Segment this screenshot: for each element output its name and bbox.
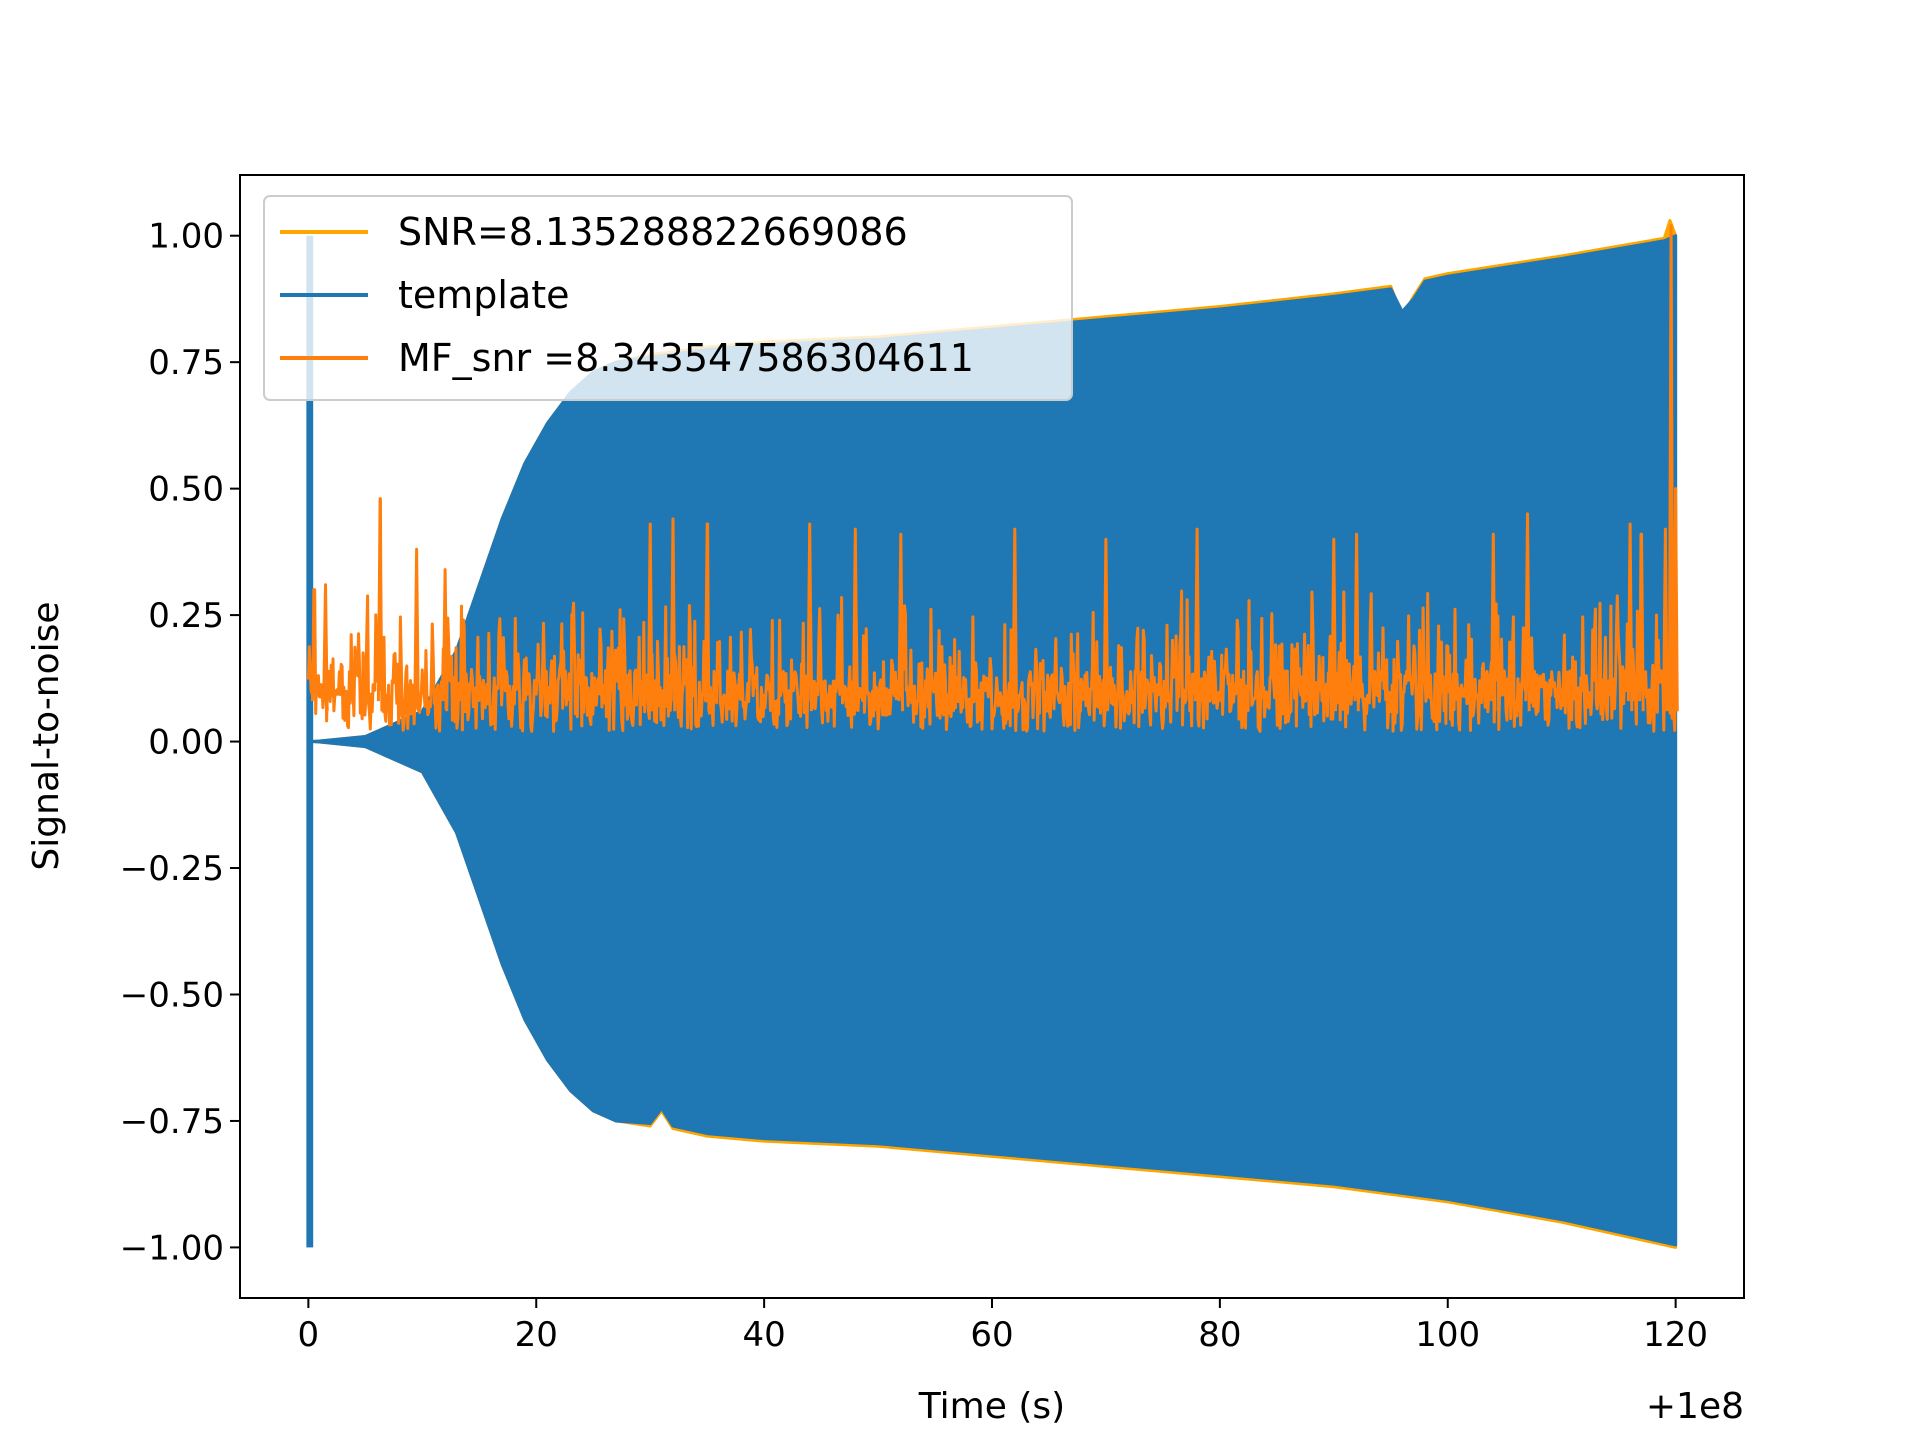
x-axis-offset-label: +1e8 bbox=[1646, 1386, 1744, 1427]
y-tick-label: −0.75 bbox=[120, 1102, 224, 1142]
legend-label: MF_snr =8.343547586304611 bbox=[398, 336, 974, 380]
x-tick-label: 40 bbox=[742, 1315, 785, 1355]
mf-snr-line bbox=[306, 224, 1679, 733]
y-axis-label: Signal-to-noise bbox=[26, 601, 67, 870]
y-tick-label: 1.00 bbox=[148, 217, 224, 257]
x-tick-label: 100 bbox=[1415, 1315, 1480, 1355]
y-tick-label: −1.00 bbox=[120, 1228, 224, 1268]
y-tick-label: −0.50 bbox=[120, 975, 224, 1015]
legend-box bbox=[263, 195, 1073, 401]
x-axis-label: Time (s) bbox=[918, 1386, 1065, 1427]
y-tick-label: 0.25 bbox=[148, 596, 224, 636]
y-axis: 1.00 0.75 0.50 0.25 0.00 −0.25 −0.50 −0.75 −1.00 bbox=[120, 217, 240, 1268]
y-tick-label: 0.75 bbox=[148, 343, 224, 383]
x-tick-label: 20 bbox=[515, 1315, 558, 1355]
x-tick-label: 120 bbox=[1643, 1315, 1708, 1355]
template-initial-burst bbox=[306, 235, 314, 1248]
legend-label: template bbox=[398, 273, 570, 317]
y-tick-label: 0.00 bbox=[148, 723, 224, 763]
plot-area bbox=[306, 219, 1679, 1249]
legend: SNR=8.135288822669086 template MF_snr =8.… bbox=[263, 195, 1073, 401]
y-tick-label: 0.50 bbox=[148, 470, 224, 510]
x-tick-label: 80 bbox=[1198, 1315, 1241, 1355]
legend-label: SNR=8.135288822669086 bbox=[398, 210, 908, 254]
x-tick-label: 0 bbox=[298, 1315, 320, 1355]
x-tick-label: 60 bbox=[970, 1315, 1013, 1355]
y-tick-label: −0.25 bbox=[120, 849, 224, 889]
template-band bbox=[310, 234, 1678, 1247]
x-axis: 0 20 40 60 80 100 120 bbox=[298, 1298, 1708, 1355]
